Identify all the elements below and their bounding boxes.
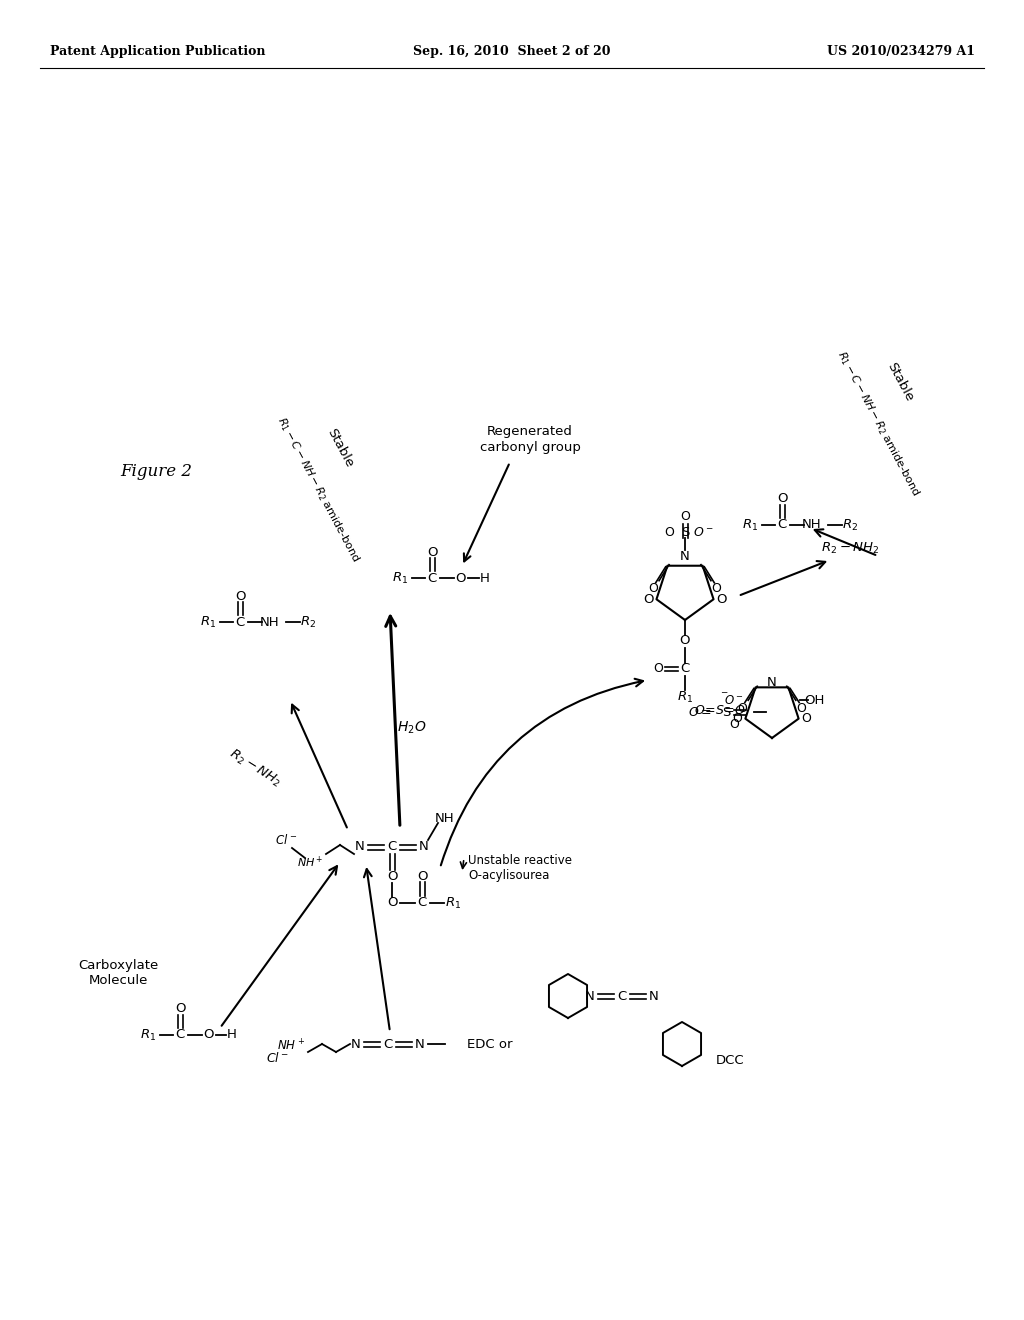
Text: carbonyl group: carbonyl group	[479, 441, 581, 454]
Text: C: C	[777, 519, 786, 532]
Text: $O=$: $O=$	[688, 705, 712, 718]
Text: $Cl^-$: $Cl^-$	[266, 1051, 290, 1065]
Text: N: N	[415, 1038, 425, 1051]
Text: Carboxylate: Carboxylate	[78, 958, 158, 972]
Text: H: H	[480, 572, 489, 585]
Text: N: N	[767, 676, 777, 689]
Text: $NH^+$: $NH^+$	[276, 1039, 305, 1053]
Text: $R_1$: $R_1$	[392, 570, 409, 586]
Text: $NH^+$: $NH^+$	[297, 854, 324, 870]
Text: C: C	[418, 896, 427, 909]
Text: O: O	[797, 702, 806, 715]
Text: O: O	[427, 545, 437, 558]
Text: $R_1$: $R_1$	[742, 517, 758, 532]
Text: O: O	[455, 572, 465, 585]
Text: C: C	[427, 572, 436, 585]
Text: O: O	[777, 492, 787, 506]
Text: S: S	[722, 705, 730, 718]
Text: O: O	[417, 870, 427, 883]
Text: O: O	[203, 1028, 213, 1041]
Text: Patent Application Publication: Patent Application Publication	[50, 45, 265, 58]
Text: O: O	[729, 718, 739, 730]
Text: C: C	[383, 1038, 392, 1051]
Text: $R_2$: $R_2$	[300, 614, 316, 630]
Text: O: O	[648, 582, 658, 595]
Text: Stable: Stable	[325, 426, 355, 470]
Text: O-acylisourea: O-acylisourea	[468, 869, 549, 882]
Text: $^-$: $^-$	[719, 689, 729, 702]
Text: NH: NH	[435, 812, 455, 825]
Text: $O\!=\!S\!=\!O$: $O\!=\!S\!=\!O$	[694, 704, 745, 717]
Text: DCC: DCC	[716, 1053, 744, 1067]
Text: NH: NH	[802, 519, 822, 532]
Text: O: O	[387, 896, 397, 909]
Text: S: S	[681, 525, 689, 539]
Text: O: O	[716, 593, 727, 606]
Text: O: O	[387, 870, 397, 883]
Text: O: O	[680, 635, 690, 648]
Text: Molecule: Molecule	[88, 974, 147, 986]
Text: O: O	[664, 525, 674, 539]
Text: O: O	[737, 702, 748, 715]
Text: N: N	[680, 550, 690, 564]
Text: O: O	[712, 582, 722, 595]
Text: Sep. 16, 2010  Sheet 2 of 20: Sep. 16, 2010 Sheet 2 of 20	[414, 45, 610, 58]
Text: O: O	[802, 713, 812, 725]
Text: US 2010/0234279 A1: US 2010/0234279 A1	[827, 45, 975, 58]
Text: N: N	[585, 990, 595, 1002]
Text: N: N	[419, 841, 429, 854]
Text: EDC or: EDC or	[467, 1038, 513, 1051]
Text: $R_1-C-NH-R_2$ amide-bond: $R_1-C-NH-R_2$ amide-bond	[834, 348, 923, 499]
Text: H: H	[227, 1028, 237, 1041]
Text: O: O	[234, 590, 246, 602]
Text: $R_1$: $R_1$	[140, 1027, 156, 1043]
Text: $O^-$: $O^-$	[692, 525, 714, 539]
Text: $Cl^-$: $Cl^-$	[275, 833, 297, 847]
Text: Unstable reactive: Unstable reactive	[468, 854, 572, 866]
Text: $H_2O$: $H_2O$	[397, 719, 427, 737]
Text: C: C	[680, 663, 689, 676]
Text: C: C	[617, 990, 627, 1002]
Text: C: C	[175, 1028, 184, 1041]
Text: $R_2-NH_2$: $R_2-NH_2$	[226, 746, 284, 789]
Text: Figure 2: Figure 2	[120, 463, 193, 480]
Text: N: N	[351, 1038, 360, 1051]
Text: NH: NH	[260, 615, 280, 628]
Text: N: N	[649, 990, 658, 1002]
Text: C: C	[387, 841, 396, 854]
Text: Regenerated: Regenerated	[487, 425, 573, 438]
Text: $R_1$: $R_1$	[444, 895, 461, 911]
Text: C: C	[236, 615, 245, 628]
Text: O: O	[643, 593, 653, 606]
Text: O: O	[653, 663, 663, 676]
Text: $R_1$: $R_1$	[677, 689, 693, 705]
Text: $R_2$: $R_2$	[842, 517, 858, 532]
Text: O: O	[680, 511, 690, 524]
Text: $O^-$: $O^-$	[724, 693, 743, 706]
Text: Stable: Stable	[885, 360, 915, 404]
Text: $R_2-NH_2$: $R_2-NH_2$	[821, 540, 880, 556]
Text: $R_1-C-NH-R_2$ amide-bond: $R_1-C-NH-R_2$ amide-bond	[273, 414, 362, 565]
Text: OH: OH	[804, 693, 824, 706]
Text: N: N	[355, 841, 365, 854]
Text: O: O	[732, 713, 742, 725]
Text: O: O	[175, 1002, 185, 1015]
Text: $R_1$: $R_1$	[200, 614, 216, 630]
